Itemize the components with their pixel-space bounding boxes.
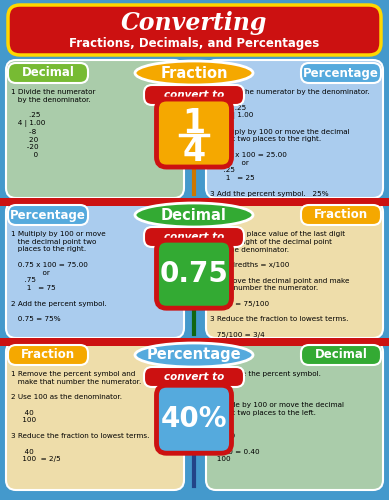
FancyBboxPatch shape xyxy=(6,342,184,490)
Text: Converting: Converting xyxy=(121,11,267,35)
FancyBboxPatch shape xyxy=(156,240,231,308)
Text: convert to: convert to xyxy=(164,232,224,242)
FancyBboxPatch shape xyxy=(156,99,231,167)
Text: Percentage: Percentage xyxy=(147,348,241,362)
FancyBboxPatch shape xyxy=(144,227,244,247)
Text: 0.75: 0.75 xyxy=(159,260,228,288)
FancyBboxPatch shape xyxy=(0,198,389,206)
Ellipse shape xyxy=(135,203,253,227)
Text: Decimal: Decimal xyxy=(21,66,74,80)
Text: Percentage: Percentage xyxy=(10,208,86,222)
Text: 40%: 40% xyxy=(161,405,227,433)
Text: convert to: convert to xyxy=(164,90,224,100)
FancyBboxPatch shape xyxy=(6,202,184,338)
FancyBboxPatch shape xyxy=(8,205,88,225)
FancyBboxPatch shape xyxy=(6,60,184,198)
FancyBboxPatch shape xyxy=(206,342,383,490)
FancyBboxPatch shape xyxy=(206,202,383,338)
Text: Decimal: Decimal xyxy=(161,208,227,222)
Text: 1 Divide the numerator
   by the denominator.

        .25
   4 | 1.00
        -: 1 Divide the numerator by the denominato… xyxy=(11,89,96,158)
Text: 1 Remove the percent symbol and
   make that number the numerator.

2 Use 100 as: 1 Remove the percent symbol and make tha… xyxy=(11,371,149,462)
Text: Percentage: Percentage xyxy=(303,66,379,80)
FancyBboxPatch shape xyxy=(301,205,381,225)
Ellipse shape xyxy=(135,343,253,367)
FancyBboxPatch shape xyxy=(144,85,244,105)
Text: 1 Use the place value of the last digit
   to the right of the decimal point
   : 1 Use the place value of the last digit … xyxy=(210,231,349,338)
Ellipse shape xyxy=(135,61,253,85)
Text: Fraction: Fraction xyxy=(21,348,75,362)
Text: 4: 4 xyxy=(182,134,205,168)
Text: Fraction: Fraction xyxy=(314,208,368,222)
FancyBboxPatch shape xyxy=(301,345,381,365)
Text: 1: 1 xyxy=(182,106,205,140)
Text: 1 Divide the numerator by the denominator.

           .25
       4 | 1.00

2 Mu: 1 Divide the numerator by the denominato… xyxy=(210,89,370,196)
FancyBboxPatch shape xyxy=(301,63,381,83)
FancyBboxPatch shape xyxy=(144,367,244,387)
Text: 1 Remove the percent symbol.

   40

2 Divide by 100 or move the decimal
   poin: 1 Remove the percent symbol. 40 2 Divide… xyxy=(210,371,344,462)
FancyBboxPatch shape xyxy=(0,338,389,346)
FancyBboxPatch shape xyxy=(156,385,231,453)
FancyBboxPatch shape xyxy=(8,345,88,365)
Text: Fraction: Fraction xyxy=(160,66,228,80)
FancyBboxPatch shape xyxy=(206,60,383,198)
Text: convert to: convert to xyxy=(164,372,224,382)
FancyBboxPatch shape xyxy=(8,5,381,55)
Text: Fractions, Decimals, and Percentages: Fractions, Decimals, and Percentages xyxy=(69,36,319,50)
Text: 1 Multiply by 100 or move
   the decimal point two
   places to the right.

   0: 1 Multiply by 100 or move the decimal po… xyxy=(11,231,107,322)
Text: Decimal: Decimal xyxy=(315,348,368,362)
FancyBboxPatch shape xyxy=(8,63,88,83)
